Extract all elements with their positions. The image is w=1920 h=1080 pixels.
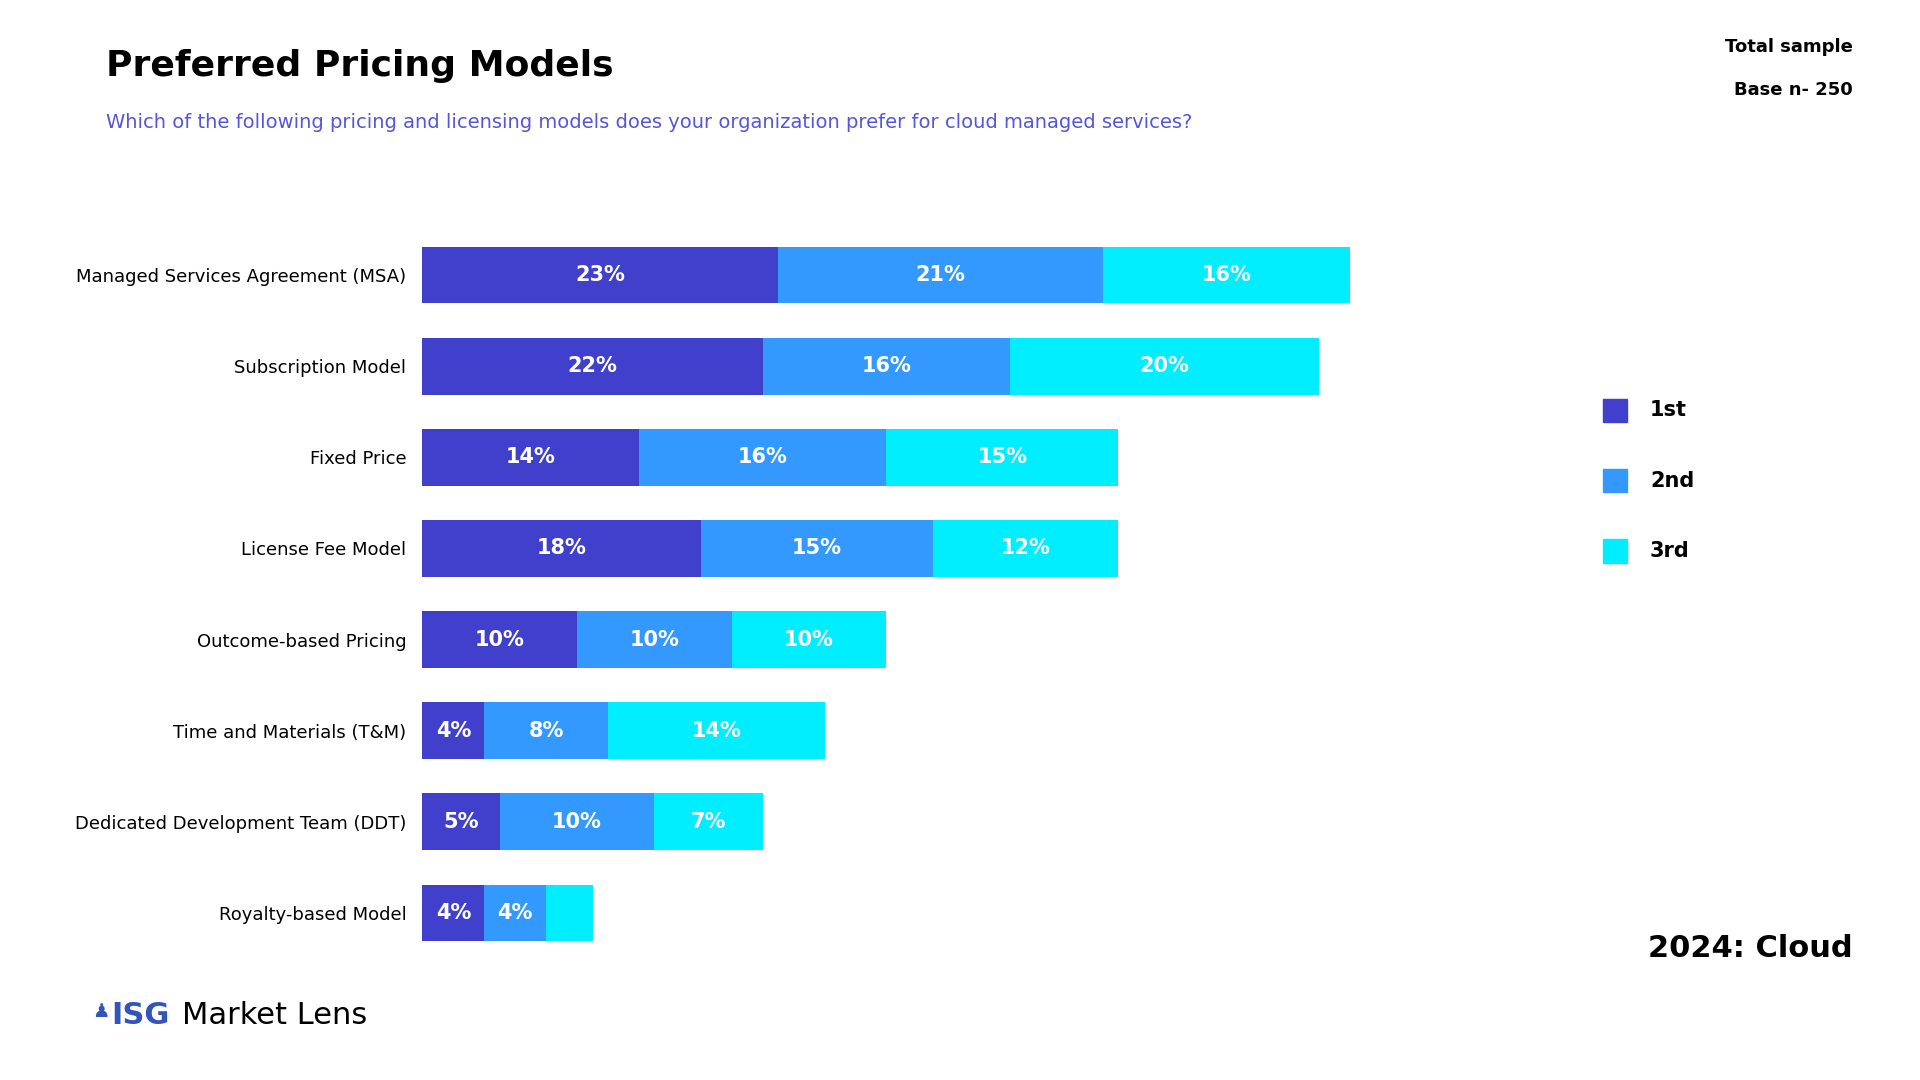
Bar (422, 521, 701, 577)
Bar (422, 794, 499, 850)
Text: 15%: 15% (791, 539, 841, 558)
Text: 16%: 16% (1202, 266, 1252, 285)
Text: 1st: 1st (1649, 401, 1688, 420)
Bar (639, 429, 887, 486)
Bar (484, 885, 545, 941)
Text: 2nd: 2nd (1649, 471, 1693, 490)
Text: 22%: 22% (568, 356, 618, 376)
Text: 8%: 8% (528, 720, 564, 741)
Text: 4%: 4% (436, 720, 470, 741)
Bar (762, 338, 1010, 394)
Bar (933, 521, 1117, 577)
Bar (422, 611, 578, 667)
Bar (422, 338, 762, 394)
Bar (655, 794, 762, 850)
Bar (778, 247, 1102, 303)
Text: ♟: ♟ (92, 1002, 109, 1022)
Bar (887, 429, 1117, 486)
Bar (545, 885, 593, 941)
Text: 18%: 18% (538, 539, 586, 558)
Text: Total sample: Total sample (1724, 38, 1853, 56)
Bar (609, 702, 824, 759)
Bar (422, 429, 639, 486)
Text: 10%: 10% (630, 630, 680, 649)
Text: 23%: 23% (576, 266, 626, 285)
Bar (422, 247, 778, 303)
Bar (499, 794, 655, 850)
Text: 2024: Cloud: 2024: Cloud (1647, 934, 1853, 963)
Bar (422, 702, 484, 759)
Text: 21%: 21% (916, 266, 966, 285)
Bar (1010, 338, 1319, 394)
Text: 16%: 16% (737, 447, 787, 468)
Text: 14%: 14% (691, 720, 741, 741)
Text: 5%: 5% (444, 812, 478, 832)
Bar (422, 885, 484, 941)
Text: 10%: 10% (553, 812, 603, 832)
Text: 16%: 16% (862, 356, 912, 376)
Bar (484, 702, 609, 759)
Text: Preferred Pricing Models: Preferred Pricing Models (106, 49, 612, 82)
Text: 20%: 20% (1140, 356, 1190, 376)
Text: 15%: 15% (977, 447, 1027, 468)
Bar (732, 611, 887, 667)
Text: 4%: 4% (436, 903, 470, 922)
Text: 14%: 14% (505, 447, 555, 468)
Bar (701, 521, 933, 577)
Text: 10%: 10% (783, 630, 833, 649)
Text: Market Lens: Market Lens (182, 1001, 367, 1029)
Text: 12%: 12% (1000, 539, 1050, 558)
Text: 3rd: 3rd (1649, 541, 1690, 561)
Bar (1102, 247, 1350, 303)
Text: 4%: 4% (497, 903, 534, 922)
Text: 7%: 7% (691, 812, 726, 832)
Text: 10%: 10% (474, 630, 524, 649)
Text: ISG: ISG (111, 1001, 169, 1029)
Text: Base n- 250: Base n- 250 (1734, 81, 1853, 99)
Bar (578, 611, 732, 667)
Text: Which of the following pricing and licensing models does your organization prefe: Which of the following pricing and licen… (106, 113, 1192, 133)
